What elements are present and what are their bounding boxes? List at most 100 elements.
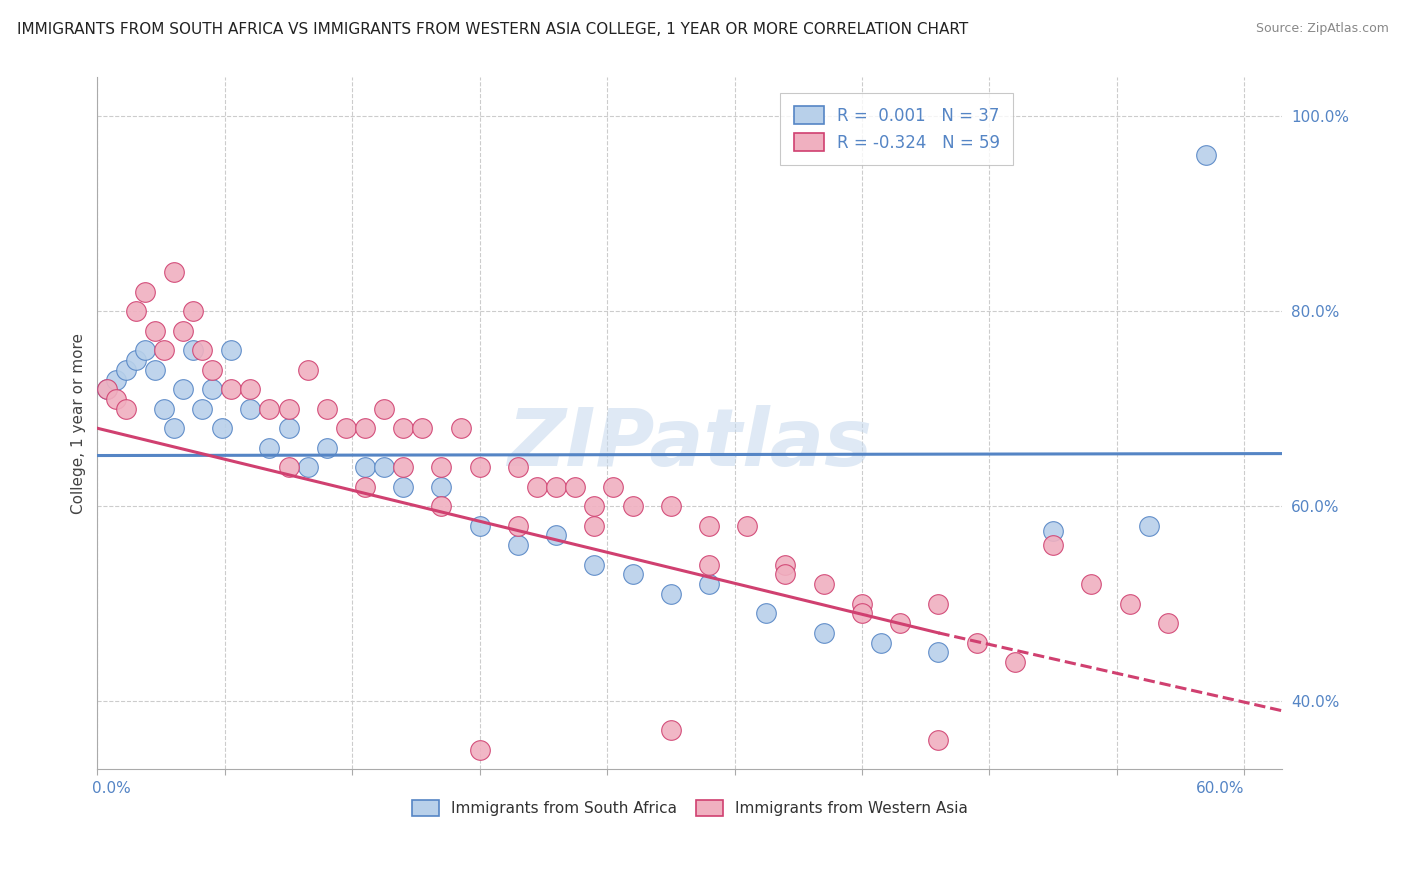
Point <box>583 558 606 572</box>
Point <box>239 382 262 396</box>
Point <box>430 499 453 513</box>
Point <box>354 460 377 475</box>
Point <box>966 635 988 649</box>
Point <box>239 401 262 416</box>
Point <box>621 567 644 582</box>
Point <box>277 401 299 416</box>
Point <box>219 382 242 396</box>
Point <box>105 392 128 406</box>
Point <box>546 528 568 542</box>
Point <box>889 616 911 631</box>
Point <box>927 597 949 611</box>
Point <box>450 421 472 435</box>
Point <box>134 285 156 299</box>
Point <box>134 343 156 358</box>
Point <box>583 499 606 513</box>
Point <box>124 304 146 318</box>
Point <box>430 460 453 475</box>
Point <box>373 460 395 475</box>
Point <box>468 518 491 533</box>
Point <box>1118 597 1140 611</box>
Point <box>315 441 337 455</box>
Point <box>277 460 299 475</box>
Point <box>659 587 682 601</box>
Point <box>813 577 835 591</box>
Point <box>392 480 415 494</box>
Point <box>181 304 204 318</box>
Point <box>373 401 395 416</box>
Point <box>172 382 194 396</box>
Point <box>172 324 194 338</box>
Point <box>468 743 491 757</box>
Point <box>621 499 644 513</box>
Point <box>96 382 118 396</box>
Point <box>201 382 224 396</box>
Point <box>124 353 146 368</box>
Point <box>277 421 299 435</box>
Point <box>143 324 166 338</box>
Text: Source: ZipAtlas.com: Source: ZipAtlas.com <box>1256 22 1389 36</box>
Point <box>153 343 176 358</box>
Point <box>697 558 720 572</box>
Point <box>315 401 337 416</box>
Point <box>775 558 797 572</box>
Point <box>927 733 949 747</box>
Point <box>181 343 204 358</box>
Point <box>659 499 682 513</box>
Point <box>1042 538 1064 552</box>
Point <box>191 343 214 358</box>
Point <box>697 577 720 591</box>
Point <box>211 421 233 435</box>
Point <box>813 626 835 640</box>
Point <box>659 723 682 738</box>
Point <box>143 363 166 377</box>
Point <box>870 635 893 649</box>
Point <box>259 441 281 455</box>
Point <box>1080 577 1102 591</box>
Point <box>526 480 548 494</box>
Point <box>115 363 138 377</box>
Point <box>297 460 319 475</box>
Point <box>96 382 118 396</box>
Point <box>430 480 453 494</box>
Point <box>153 401 176 416</box>
Point <box>602 480 624 494</box>
Point <box>411 421 433 435</box>
Point <box>1042 524 1064 538</box>
Point <box>105 372 128 386</box>
Point <box>115 401 138 416</box>
Legend: Immigrants from South Africa, Immigrants from Western Asia: Immigrants from South Africa, Immigrants… <box>404 792 976 824</box>
Point <box>297 363 319 377</box>
Point <box>1004 655 1026 669</box>
Point <box>775 567 797 582</box>
Text: ZIPatlas: ZIPatlas <box>508 405 872 483</box>
Point <box>163 421 186 435</box>
Point <box>697 518 720 533</box>
Point <box>506 538 529 552</box>
Y-axis label: College, 1 year or more: College, 1 year or more <box>72 333 86 514</box>
Point <box>583 518 606 533</box>
Text: 0.0%: 0.0% <box>91 781 131 796</box>
Point <box>354 480 377 494</box>
Point <box>755 607 778 621</box>
Point <box>219 343 242 358</box>
Point <box>851 607 873 621</box>
Point <box>927 645 949 659</box>
Point <box>735 518 758 533</box>
Point <box>506 460 529 475</box>
Point <box>163 265 186 279</box>
Point <box>468 460 491 475</box>
Point <box>546 480 568 494</box>
Point <box>191 401 214 416</box>
Point <box>392 460 415 475</box>
Point <box>506 518 529 533</box>
Point <box>1157 616 1180 631</box>
Point <box>354 421 377 435</box>
Text: IMMIGRANTS FROM SOUTH AFRICA VS IMMIGRANTS FROM WESTERN ASIA COLLEGE, 1 YEAR OR : IMMIGRANTS FROM SOUTH AFRICA VS IMMIGRAN… <box>17 22 969 37</box>
Point <box>564 480 586 494</box>
Point <box>201 363 224 377</box>
Point <box>851 597 873 611</box>
Point <box>335 421 357 435</box>
Point <box>259 401 281 416</box>
Text: 60.0%: 60.0% <box>1195 781 1244 796</box>
